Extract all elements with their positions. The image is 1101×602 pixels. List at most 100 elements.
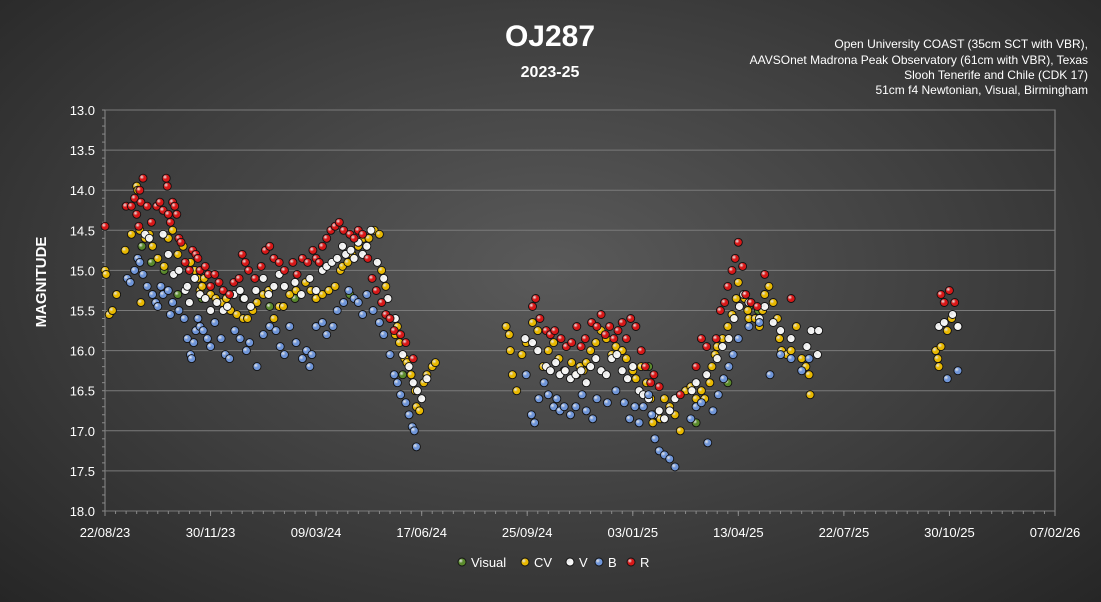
point-v: [729, 314, 739, 323]
point-v: [349, 253, 359, 263]
point-r: [605, 322, 615, 331]
point-r: [234, 273, 244, 283]
point-b: [179, 314, 189, 323]
x-tick-label: 22/07/25: [819, 525, 870, 540]
point-v: [776, 326, 786, 336]
point-b: [291, 338, 301, 348]
point-r: [741, 290, 751, 299]
point-v: [372, 257, 382, 267]
legend-marker-cv: [520, 557, 530, 567]
point-r: [265, 241, 275, 251]
point-v: [786, 334, 796, 344]
point-v: [581, 378, 591, 388]
point-cv: [112, 290, 122, 299]
point-b: [566, 410, 575, 420]
point-b: [625, 414, 635, 424]
point-r: [408, 354, 418, 364]
point-b: [265, 322, 275, 331]
point-v: [296, 290, 306, 299]
point-r: [288, 257, 298, 267]
y-tick-label: 18.0: [70, 504, 95, 519]
point-r: [367, 273, 377, 283]
point-b: [611, 386, 621, 396]
point-b: [713, 390, 723, 400]
point-cv: [517, 350, 527, 360]
point-v: [560, 366, 570, 376]
y-axis-label: MAGNITUDE: [33, 237, 50, 328]
point-v: [591, 354, 601, 364]
y-tick-label: 15.5: [70, 304, 95, 319]
point-b: [230, 326, 240, 336]
point-v: [654, 406, 664, 416]
series-r: [100, 173, 960, 400]
point-r: [535, 314, 545, 323]
point-r: [649, 370, 659, 380]
point-r: [322, 233, 332, 243]
point-r: [363, 253, 373, 263]
observer-line-4: 51cm f4 Newtonian, Visual, Birmingham: [875, 83, 1088, 97]
point-r: [600, 330, 610, 340]
point-v: [346, 245, 356, 255]
point-r: [786, 294, 796, 303]
point-r: [613, 326, 623, 336]
point-r: [556, 334, 566, 344]
legend-label-b: B: [608, 555, 617, 570]
point-r: [218, 286, 228, 295]
point-r: [377, 298, 387, 307]
point-r: [256, 261, 266, 271]
point-b: [765, 370, 775, 380]
point-b: [241, 346, 251, 356]
point-r: [654, 382, 664, 392]
point-r: [200, 261, 210, 271]
point-b: [353, 298, 363, 307]
point-cv: [786, 346, 796, 356]
point-r: [646, 378, 656, 388]
point-r: [136, 197, 146, 207]
point-b: [165, 310, 175, 319]
point-v: [338, 241, 347, 251]
observer-line-2: AAVSOnet Madrona Peak Observatory (61cm …: [750, 53, 1088, 67]
point-v: [251, 286, 261, 295]
point-b: [168, 298, 178, 307]
point-r: [184, 265, 194, 275]
point-b: [530, 418, 540, 428]
point-visual: [398, 370, 408, 380]
point-v: [184, 298, 194, 307]
point-cv: [804, 370, 814, 380]
point-r: [626, 314, 636, 323]
point-b: [193, 314, 203, 323]
point-cv: [168, 225, 178, 235]
point-b: [703, 438, 713, 448]
point-b: [368, 306, 378, 315]
point-v: [174, 265, 184, 275]
point-v: [379, 273, 389, 283]
point-cv: [415, 406, 425, 416]
point-r: [161, 173, 171, 183]
point-cv: [507, 370, 517, 380]
y-tick-label: 16.5: [70, 384, 95, 399]
point-v: [768, 318, 778, 327]
point-cv: [586, 346, 596, 356]
point-b: [216, 334, 226, 344]
point-r: [401, 338, 411, 348]
point-v: [366, 225, 376, 235]
point-cv: [406, 370, 416, 380]
point-cv: [269, 314, 279, 323]
point-cv: [805, 390, 815, 400]
point-b: [163, 286, 173, 295]
point-b: [202, 334, 212, 344]
point-b: [588, 414, 598, 424]
x-tick-label: 07/02/26: [1030, 525, 1081, 540]
point-r: [250, 273, 260, 283]
point-b: [252, 362, 262, 372]
point-r: [950, 298, 960, 307]
legend-label-cv: CV: [534, 555, 552, 570]
point-r: [730, 253, 740, 263]
point-r: [206, 281, 216, 291]
point-r: [528, 302, 537, 311]
point-cv: [107, 306, 117, 315]
point-r: [237, 249, 247, 259]
point-cv: [791, 322, 801, 331]
point-b: [521, 370, 531, 380]
point-r: [214, 277, 224, 287]
